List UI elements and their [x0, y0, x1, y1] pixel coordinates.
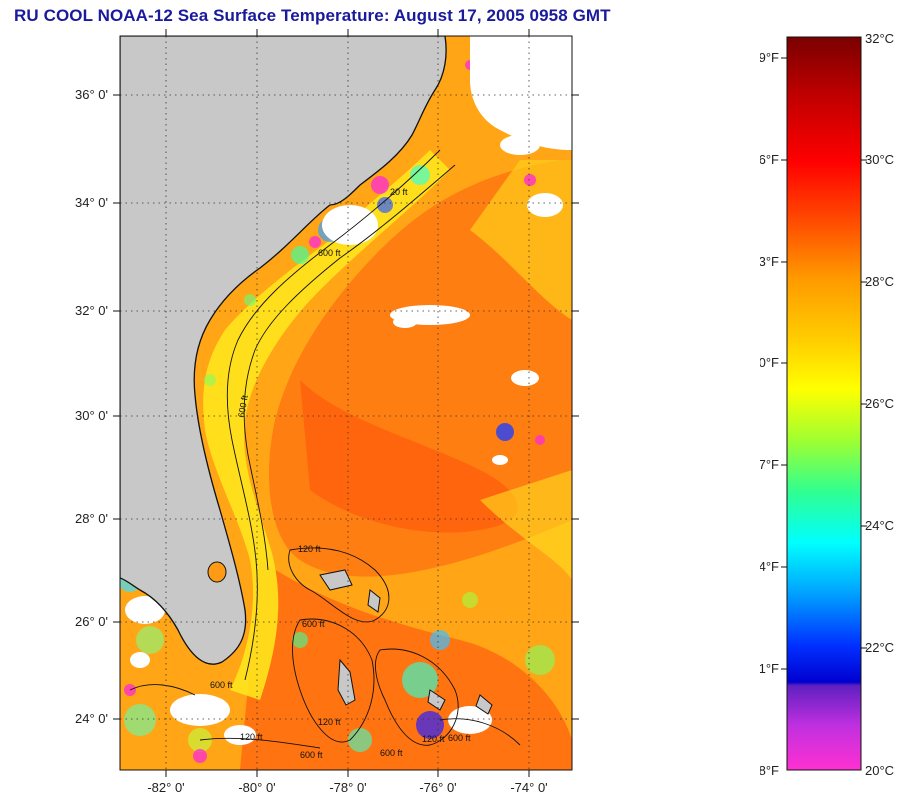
bathymetry-label: 600 ft	[300, 750, 323, 760]
lat-label: 24° 0'	[75, 711, 108, 726]
lon-label: -76° 0'	[419, 780, 456, 795]
bathymetry-label: 120 ft	[298, 544, 321, 554]
fahrenheit-label: 86°F	[760, 152, 779, 167]
fahrenheit-label: 68°F	[760, 763, 779, 778]
celsius-label: 20°C	[865, 763, 894, 778]
colorbar-ticks	[781, 57, 867, 670]
fahrenheit-label: 89°F	[760, 50, 779, 65]
cloud-cover	[120, 36, 572, 745]
lon-label: -82° 0'	[147, 780, 184, 795]
lat-label: 34° 0'	[75, 195, 108, 210]
celsius-label: 24°C	[865, 518, 894, 533]
bathymetry-label: 20 ft	[390, 187, 408, 197]
lat-label: 28° 0'	[75, 511, 108, 526]
bathymetry-label: 600 ft	[448, 733, 471, 743]
sst-map: 600 ft 600 ft 120 ft 600 ft 120 ft 600 f…	[75, 29, 579, 795]
colorbar-gradient	[786, 36, 862, 771]
axis-ticks	[113, 29, 579, 777]
celsius-label: 28°C	[865, 274, 894, 289]
celsius-label: 22°C	[865, 640, 894, 655]
sst-map-canvas: 600 ft 600 ft 120 ft 600 ft 120 ft 600 f…	[75, 29, 579, 795]
lat-label: 30° 0'	[75, 408, 108, 423]
temperature-colorbar: 89°F 86°F 83°F 80°F 77°F 74°F 71°F 68°F …	[751, 30, 913, 790]
lake-okeechobee	[207, 561, 227, 583]
lon-label: -80° 0'	[238, 780, 275, 795]
continental-shelf-band	[203, 150, 450, 700]
fahrenheit-label: 83°F	[760, 254, 779, 269]
bathymetry-label: 120 ft	[422, 734, 445, 744]
map-title: RU COOL NOAA-12 Sea Surface Temperature:…	[14, 6, 611, 25]
celsius-label: 30°C	[865, 152, 894, 167]
bathymetry-label: 600 ft	[210, 680, 233, 690]
warm-core-patch	[300, 380, 518, 533]
celsius-label: 32°C	[865, 31, 894, 46]
lat-label: 32° 0'	[75, 303, 108, 318]
bathymetry-label: 120 ft	[318, 717, 341, 727]
bathymetry-contours	[129, 149, 521, 749]
lon-label: -78° 0'	[329, 780, 366, 795]
bathymetry-label-group: 600 ft 600 ft 120 ft 600 ft 120 ft 600 f…	[210, 187, 471, 760]
lat-label: 36° 0'	[75, 87, 108, 102]
colorbar-canvas: 89°F 86°F 83°F 80°F 77°F 74°F 71°F 68°F …	[751, 31, 894, 778]
graticule	[120, 36, 572, 770]
fahrenheit-label: 71°F	[760, 661, 779, 676]
lat-label: 26° 0'	[75, 614, 108, 629]
eastern-yellow-patch	[480, 470, 572, 580]
bathymetry-label: 600 ft	[380, 748, 403, 758]
bathymetry-label: 600 ft	[302, 619, 325, 629]
lon-label: -74° 0'	[510, 780, 547, 795]
mainland-landmass	[120, 36, 447, 665]
fahrenheit-label: 80°F	[760, 355, 779, 370]
bahamas-islands	[319, 569, 493, 715]
bathymetry-label: 600 ft	[318, 248, 341, 258]
fahrenheit-label: 74°F	[760, 559, 779, 574]
bathymetry-label: 120 ft	[240, 732, 263, 742]
bathymetry-label: 600 ft	[236, 394, 250, 418]
map-frame	[119, 35, 573, 771]
celsius-label: 26°C	[865, 396, 894, 411]
fahrenheit-label: 77°F	[760, 457, 779, 472]
